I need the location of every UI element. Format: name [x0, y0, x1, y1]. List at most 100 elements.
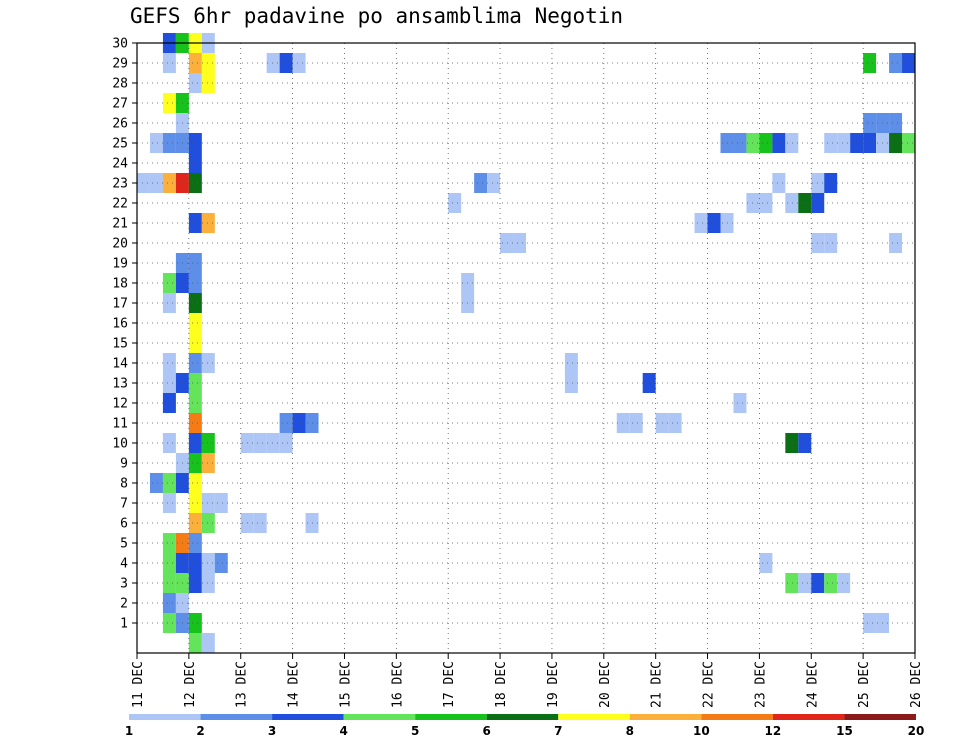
- legend-swatch: [272, 714, 344, 720]
- heatmap-cell: [162, 393, 176, 413]
- heatmap-cell: [188, 153, 202, 173]
- heatmap-cell: [772, 173, 786, 193]
- heatmap-cell: [863, 53, 877, 73]
- heatmap-cell: [785, 133, 799, 153]
- legend-label: 8: [626, 724, 634, 738]
- heatmap-cell: [201, 433, 215, 453]
- y-tick-label: 5: [120, 537, 128, 552]
- heatmap-cell: [798, 433, 812, 453]
- heatmap-cell: [162, 273, 176, 293]
- heatmap-cell: [201, 633, 215, 653]
- heatmap-cell: [889, 233, 903, 253]
- heatmap-cell: [720, 133, 734, 153]
- legend-swatch: [558, 714, 630, 720]
- y-tick-label: 4: [120, 557, 128, 572]
- heatmap-cell: [188, 393, 202, 413]
- y-tick-label: 17: [112, 297, 128, 312]
- y-tick-label: 29: [112, 57, 128, 72]
- heatmap-cell: [162, 173, 176, 193]
- heatmap-cell: [863, 113, 877, 133]
- heatmap-cell: [863, 133, 877, 153]
- heatmap-cell: [889, 133, 903, 153]
- heatmap-cell: [694, 213, 708, 233]
- heatmap-cell: [162, 433, 176, 453]
- legend-swatch: [486, 714, 559, 720]
- heatmap-cell: [707, 213, 721, 233]
- heatmap-cell: [188, 553, 202, 573]
- x-tick-label: 18 DEC: [494, 661, 509, 708]
- y-tick-label: 22: [112, 197, 128, 212]
- x-tick-label: 13 DEC: [235, 661, 250, 708]
- heatmap-cell: [214, 553, 228, 573]
- heatmap-cell: [733, 393, 747, 413]
- heatmap-cell: [889, 53, 903, 73]
- x-tick-label: 25 DEC: [857, 661, 872, 708]
- heatmap-cell: [629, 413, 643, 433]
- y-tick-label: 12: [112, 397, 128, 412]
- x-tick-label: 21 DEC: [650, 661, 665, 708]
- legend-swatch: [415, 714, 487, 720]
- heatmap-cell: [863, 613, 877, 633]
- legend-label: 12: [765, 724, 782, 738]
- heatmap-cell: [292, 413, 306, 433]
- y-tick-label: 9: [120, 457, 128, 472]
- y-tick-label: 1: [120, 617, 128, 632]
- y-tick-label: 23: [112, 177, 128, 192]
- legend-label: 20: [908, 724, 925, 738]
- heatmap-cell: [253, 513, 267, 533]
- heatmap-cell: [292, 53, 306, 73]
- heatmap-cell: [513, 233, 526, 253]
- heatmap-cell: [616, 413, 630, 433]
- x-tick-label: 20 DEC: [598, 661, 613, 708]
- y-tick-label: 8: [120, 477, 128, 492]
- legend-label: 6: [483, 724, 491, 738]
- heatmap-cell: [162, 593, 176, 613]
- heatmap-cell: [279, 53, 293, 73]
- heatmap-cell: [902, 53, 915, 73]
- heatmap-cell: [266, 53, 280, 73]
- y-axis: 1234567891011121314151617181920212223242…: [112, 37, 137, 632]
- heatmap-cell: [889, 113, 903, 133]
- heatmap-cell: [759, 193, 773, 213]
- heatmap-cell: [824, 233, 838, 253]
- heatmap-cell: [759, 133, 773, 153]
- heatmap-cell: [201, 493, 215, 513]
- heatmap-cell: [642, 373, 656, 393]
- y-tick-label: 14: [112, 357, 128, 372]
- heatmap-cell: [785, 193, 799, 213]
- y-tick-label: 26: [112, 117, 128, 132]
- legend-swatch: [629, 714, 702, 720]
- heatmap-cell: [162, 373, 176, 393]
- heatmap-cell: [188, 353, 202, 373]
- y-tick-label: 6: [120, 517, 128, 532]
- heatmap-cell: [837, 133, 851, 153]
- heatmap-cell: [201, 53, 215, 73]
- heatmap-cell: [162, 573, 176, 593]
- y-tick-label: 11: [112, 417, 128, 432]
- legend-label: 5: [411, 724, 419, 738]
- color-legend: 1 2 3 4 5 6 7 8 10 12 15 20: [125, 714, 925, 738]
- heatmap-cell: [188, 453, 202, 473]
- legend-swatch: [844, 714, 916, 720]
- heatmap-cell: [188, 493, 202, 513]
- y-tick-label: 10: [112, 437, 128, 452]
- heatmap-cell: [188, 433, 202, 453]
- heatmap-cell: [162, 553, 176, 573]
- heatmap-cell: [162, 613, 176, 633]
- legend-swatch: [129, 714, 201, 720]
- heatmap-cell: [188, 293, 202, 313]
- heatmap-cell: [798, 193, 812, 213]
- chart-title: GEFS 6hr padavine po ansamblima Negotin: [130, 4, 624, 28]
- heatmap-cell: [564, 353, 578, 373]
- heatmap-cell: [214, 493, 228, 513]
- grid-layer: [137, 42, 915, 653]
- heatmap-cell: [188, 413, 202, 433]
- x-axis: 11 DEC 12 DEC 13 DEC 14 DEC 15 DEC 16 DEC 17 D…: [131, 653, 924, 708]
- x-tick-label: 17 DEC: [442, 661, 457, 708]
- heatmap-cell: [188, 213, 202, 233]
- heatmap-cell: [188, 313, 202, 333]
- y-tick-label: 21: [112, 217, 128, 232]
- cells-layer: [137, 33, 915, 653]
- y-tick-label: 24: [112, 157, 128, 172]
- heatmap-cell: [162, 133, 176, 153]
